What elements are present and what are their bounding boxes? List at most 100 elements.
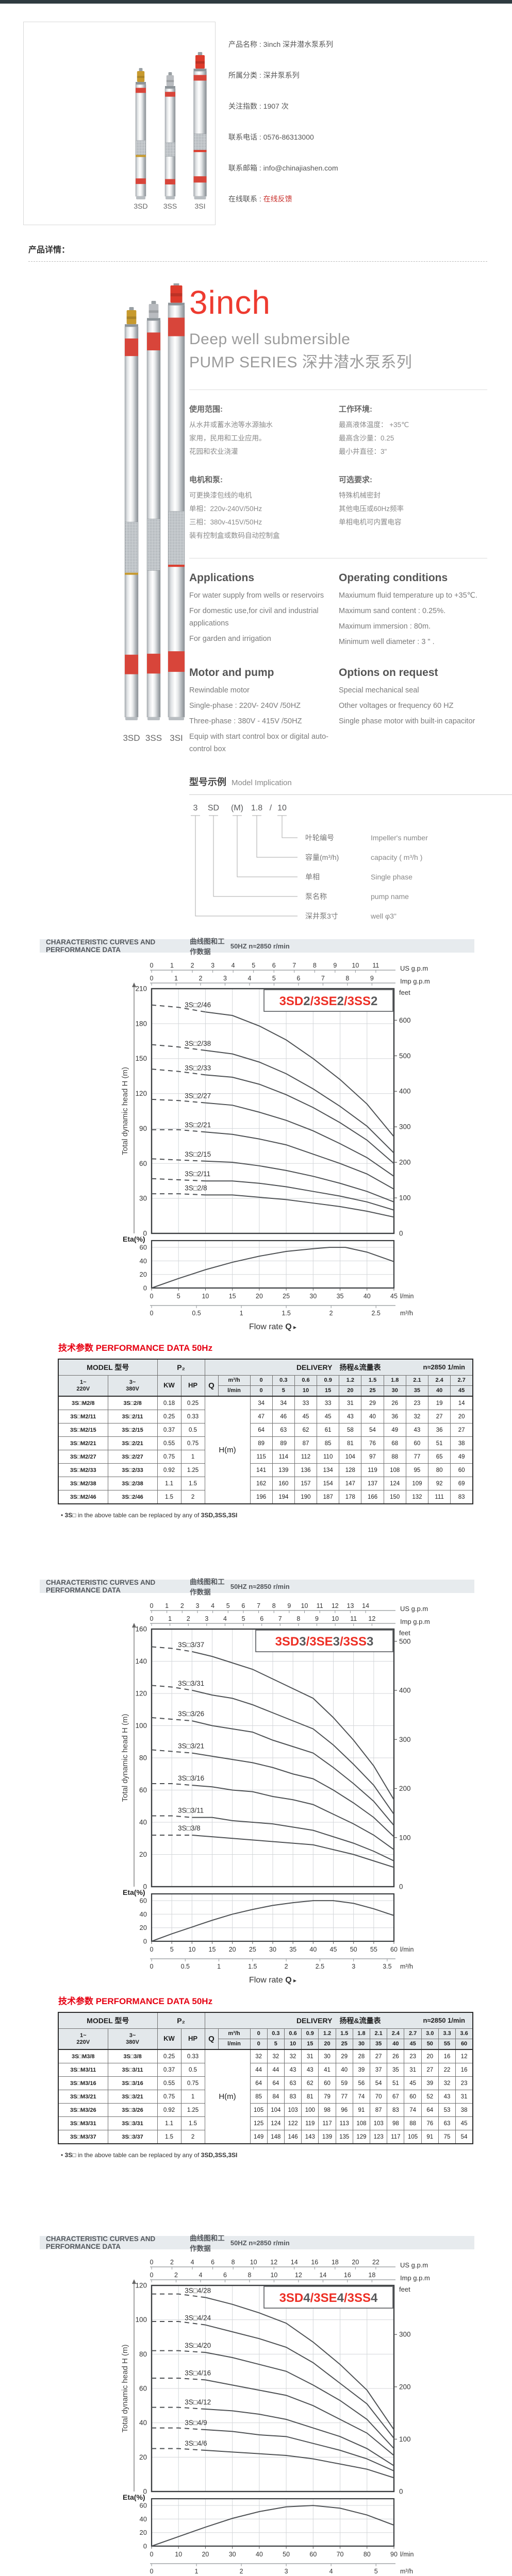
- svg-text:/: /: [270, 804, 272, 812]
- svg-text:6: 6: [296, 975, 300, 982]
- svg-text:90: 90: [390, 2551, 398, 2558]
- svg-text:0: 0: [150, 2272, 154, 2279]
- svg-text:10: 10: [352, 962, 359, 969]
- svg-text:3SD: 3SD: [134, 202, 147, 210]
- svg-text:m³/h: m³/h: [400, 2568, 413, 2575]
- svg-text:Eta(%): Eta(%): [123, 2493, 145, 2501]
- svg-text:4: 4: [247, 975, 251, 982]
- svg-text:3S□4/28: 3S□4/28: [185, 2286, 211, 2294]
- brochure: 3SD 3SS 3SI 3inch Deep well submersible PU…: [0, 262, 512, 925]
- svg-text:0: 0: [399, 2488, 403, 2496]
- product-summary: 3SD 3SS 3SI 产品名称3inch 深井潜水泵系列所属分类深井泵系列关注指数…: [23, 22, 512, 225]
- svg-text:20: 20: [256, 1293, 263, 1300]
- svg-text:4: 4: [223, 1615, 227, 1622]
- svg-text:2: 2: [174, 2272, 178, 2279]
- svg-text:15: 15: [229, 1293, 236, 1300]
- svg-text:Imp g.p.m: Imp g.p.m: [400, 977, 430, 985]
- svg-text:3: 3: [352, 1963, 355, 1970]
- svg-text:200: 200: [399, 1785, 411, 1792]
- svg-text:2: 2: [170, 2259, 174, 2266]
- svg-text:13: 13: [347, 1602, 354, 1609]
- svg-text:180: 180: [135, 1020, 147, 1027]
- svg-text:1.8: 1.8: [251, 804, 262, 812]
- svg-text:10: 10: [277, 804, 287, 812]
- svg-text:140: 140: [135, 1657, 147, 1665]
- svg-text:300: 300: [399, 2331, 411, 2338]
- online-feedback-link[interactable]: 在线反馈: [263, 195, 292, 203]
- svg-text:12: 12: [270, 2259, 277, 2266]
- svg-text:40: 40: [140, 2515, 147, 2523]
- svg-text:l/min: l/min: [400, 2551, 414, 2558]
- product-pumps-image: 3SD 3SS 3SI: [134, 52, 207, 210]
- model-implication: 型号示例 Model Implication 3 SD (M) 1.8 / 10 叶轮编号 Im…: [189, 775, 512, 925]
- svg-text:6: 6: [211, 2259, 214, 2266]
- svg-text:18: 18: [368, 2272, 375, 2279]
- svg-text:40: 40: [364, 1293, 371, 1300]
- svg-text:10: 10: [175, 2551, 182, 2558]
- svg-text:Flow rate Q ▸: Flow rate Q ▸: [249, 1976, 296, 1985]
- product-info-list: 产品名称3inch 深井潜水泵系列所属分类深井泵系列关注指数1907 次联系电话…: [228, 22, 338, 225]
- svg-text:0: 0: [150, 962, 154, 969]
- svg-text:35: 35: [337, 1293, 344, 1300]
- svg-text:0.5: 0.5: [192, 1310, 201, 1317]
- table-row: 3S□M3/31 3S□3/31 1.1 1.5 125 124 122 119 117 113 1…: [58, 2116, 473, 2130]
- svg-text:150: 150: [135, 1055, 147, 1062]
- svg-text:3S□4/16: 3S□4/16: [185, 2369, 211, 2377]
- svg-text:9: 9: [315, 1615, 319, 1622]
- feature-block: Operating conditions Maxiumum fluid tempe…: [339, 572, 477, 646]
- brochure-title: 3inch: [189, 284, 271, 321]
- banner-title-en: CHARACTERISTIC CURVES AND PERFORMANCE DA…: [46, 938, 156, 954]
- feature-block: Options on request Special mechanical sea…: [339, 667, 475, 725]
- svg-text:well φ3": well φ3": [370, 912, 397, 920]
- svg-text:30: 30: [229, 2551, 236, 2558]
- svg-text:25: 25: [283, 1293, 290, 1300]
- svg-text:11: 11: [350, 1615, 357, 1622]
- svg-text:Total dynamic head H (m): Total dynamic head H (m): [121, 2345, 129, 2433]
- svg-text:3: 3: [205, 1615, 208, 1622]
- table-row: 3S□M2/27 3S□2/27 0.75 1 115 114 112 110 104 97 88 7…: [58, 1450, 473, 1464]
- svg-text:10: 10: [188, 1946, 195, 1953]
- svg-text:14: 14: [319, 2272, 326, 2279]
- table-row: 3S□M2/33 3S□2/33 0.92 1.25 141 139 136 134 128 11…: [58, 1463, 473, 1477]
- svg-text:3S□4/20: 3S□4/20: [185, 2342, 211, 2349]
- svg-text:35: 35: [289, 1946, 296, 1953]
- banner-title-en: CHARACTERISTIC CURVES AND PERFORMANCE DA…: [46, 1579, 156, 1594]
- svg-text:pump name: pump name: [371, 892, 409, 901]
- svg-text:1.5: 1.5: [248, 1963, 257, 1970]
- features-chinese: 使用范围: 从水井或蓄水池等水源抽水 家用，民用和工业应用。 花园和农业浇灌 工作环境:…: [189, 403, 512, 543]
- feature-block: 使用范围: 从水井或蓄水池等水源抽水 家用，民用和工业应用。 花园和农业浇灌: [189, 405, 273, 455]
- svg-text:45: 45: [390, 1293, 398, 1300]
- table-row: 3S□M2/15 3S□2/15 0.37 0.5 64 63 62 61 58 54 49 43 36…: [58, 1423, 473, 1437]
- svg-text:Single phase: Single phase: [371, 873, 412, 881]
- svg-text:2: 2: [240, 2568, 243, 2575]
- svg-text:20: 20: [140, 1270, 147, 1278]
- svg-text:3SS: 3SS: [163, 202, 177, 210]
- svg-text:30: 30: [269, 1946, 276, 1953]
- brochure-subtitle-series: PUMP SERIES 深井潜水泵系列: [189, 354, 412, 371]
- svg-text:60: 60: [140, 1244, 147, 1251]
- svg-text:20: 20: [229, 1946, 236, 1953]
- svg-text:2: 2: [285, 1963, 288, 1970]
- svg-text:2: 2: [329, 1310, 333, 1317]
- svg-text:0: 0: [143, 1938, 147, 1945]
- svg-text:100: 100: [399, 1834, 411, 1841]
- svg-text:0.5: 0.5: [181, 1963, 190, 1970]
- svg-text:3SI: 3SI: [194, 202, 205, 210]
- svg-text:1: 1: [170, 962, 174, 969]
- svg-text:45: 45: [330, 1946, 337, 1953]
- svg-text:9: 9: [333, 962, 337, 969]
- svg-text:120: 120: [135, 1690, 147, 1698]
- svg-text:Eta(%): Eta(%): [123, 1235, 145, 1243]
- svg-text:160: 160: [135, 1625, 147, 1633]
- svg-text:Flow rate Q ▸: Flow rate Q ▸: [249, 1323, 296, 1331]
- svg-text:5: 5: [226, 1602, 230, 1609]
- svg-text:0: 0: [150, 1602, 154, 1609]
- svg-text:1: 1: [174, 975, 178, 982]
- pump-performance-chart: Total dynamic head H (m)0306090120150180…: [121, 962, 430, 1331]
- svg-text:2.5: 2.5: [371, 1310, 380, 1317]
- svg-text:9: 9: [370, 975, 374, 982]
- svg-text:40: 40: [309, 1946, 317, 1953]
- svg-text:3SD2/3SE2/3SS2: 3SD2/3SE2/3SS2: [279, 994, 378, 1008]
- svg-text:5: 5: [242, 1615, 245, 1622]
- svg-text:5: 5: [177, 1293, 180, 1300]
